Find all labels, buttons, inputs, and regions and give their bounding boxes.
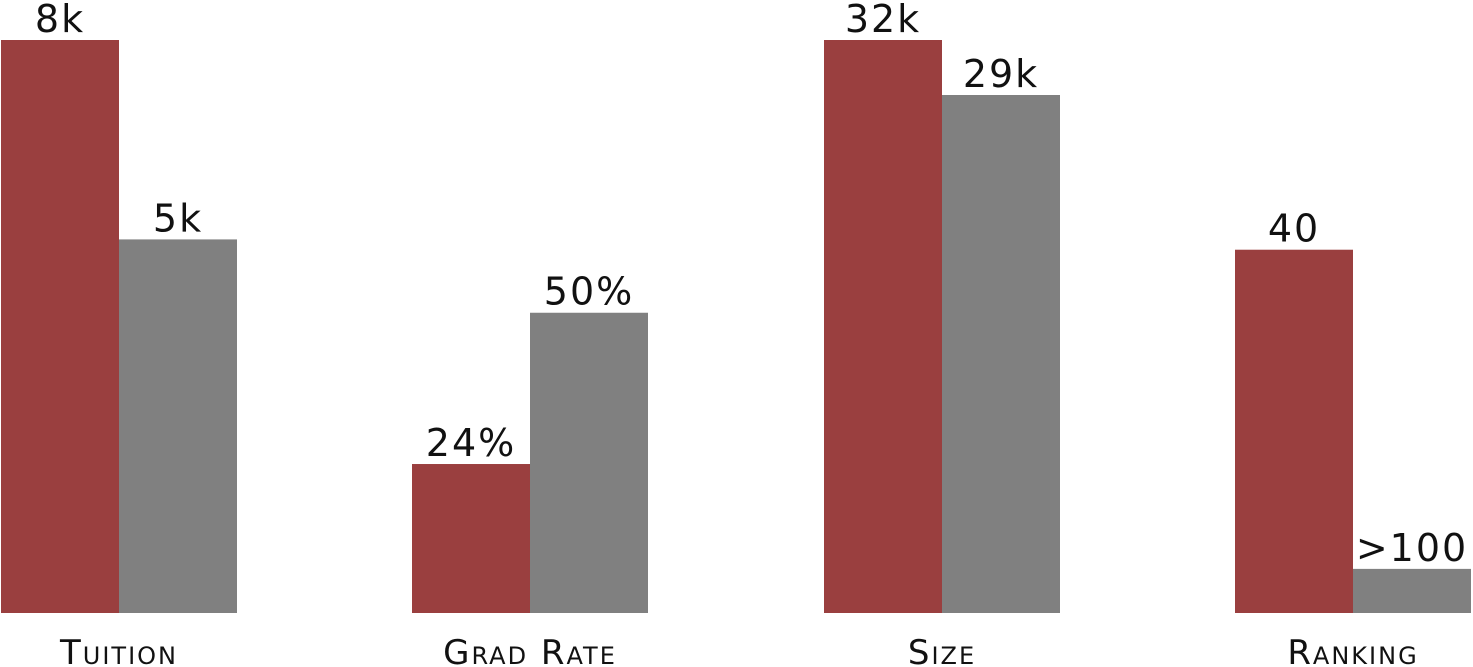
value-label-size-s1: 32k — [845, 0, 921, 41]
category-label-tuition: Tuition — [59, 633, 178, 667]
bar-tuition-s1 — [1, 40, 119, 613]
category-label-grad-rate: Grad Rate — [443, 633, 617, 667]
bar-ranking-s2 — [1353, 568, 1471, 613]
bar-ranking-s1 — [1235, 249, 1353, 613]
value-label-size-s2: 29k — [963, 52, 1039, 96]
bar-grad-rate-s1 — [412, 464, 530, 613]
bar-size-s1 — [824, 40, 942, 613]
value-label-ranking-s2: >100 — [1356, 526, 1468, 570]
value-label-ranking-s1: 40 — [1268, 207, 1320, 251]
category-labels-layer: Tuition Grad Rate Size Ranking — [59, 633, 1418, 667]
value-label-tuition-s1: 8k — [35, 0, 85, 41]
bar-tuition-s2 — [119, 239, 237, 614]
bar-size-s2 — [942, 95, 1060, 614]
value-label-tuition-s2: 5k — [153, 196, 203, 240]
bar-grad-rate-s2 — [530, 312, 648, 613]
value-label-grad-rate-s2: 50% — [544, 270, 634, 314]
category-label-size: Size — [908, 633, 976, 667]
value-label-grad-rate-s1: 24% — [426, 421, 516, 465]
category-label-ranking: Ranking — [1287, 633, 1418, 667]
bars-layer — [1, 40, 1471, 614]
value-labels-layer: 8k 5k 24% 50% 32k 29k 40 >100 — [35, 0, 1468, 570]
